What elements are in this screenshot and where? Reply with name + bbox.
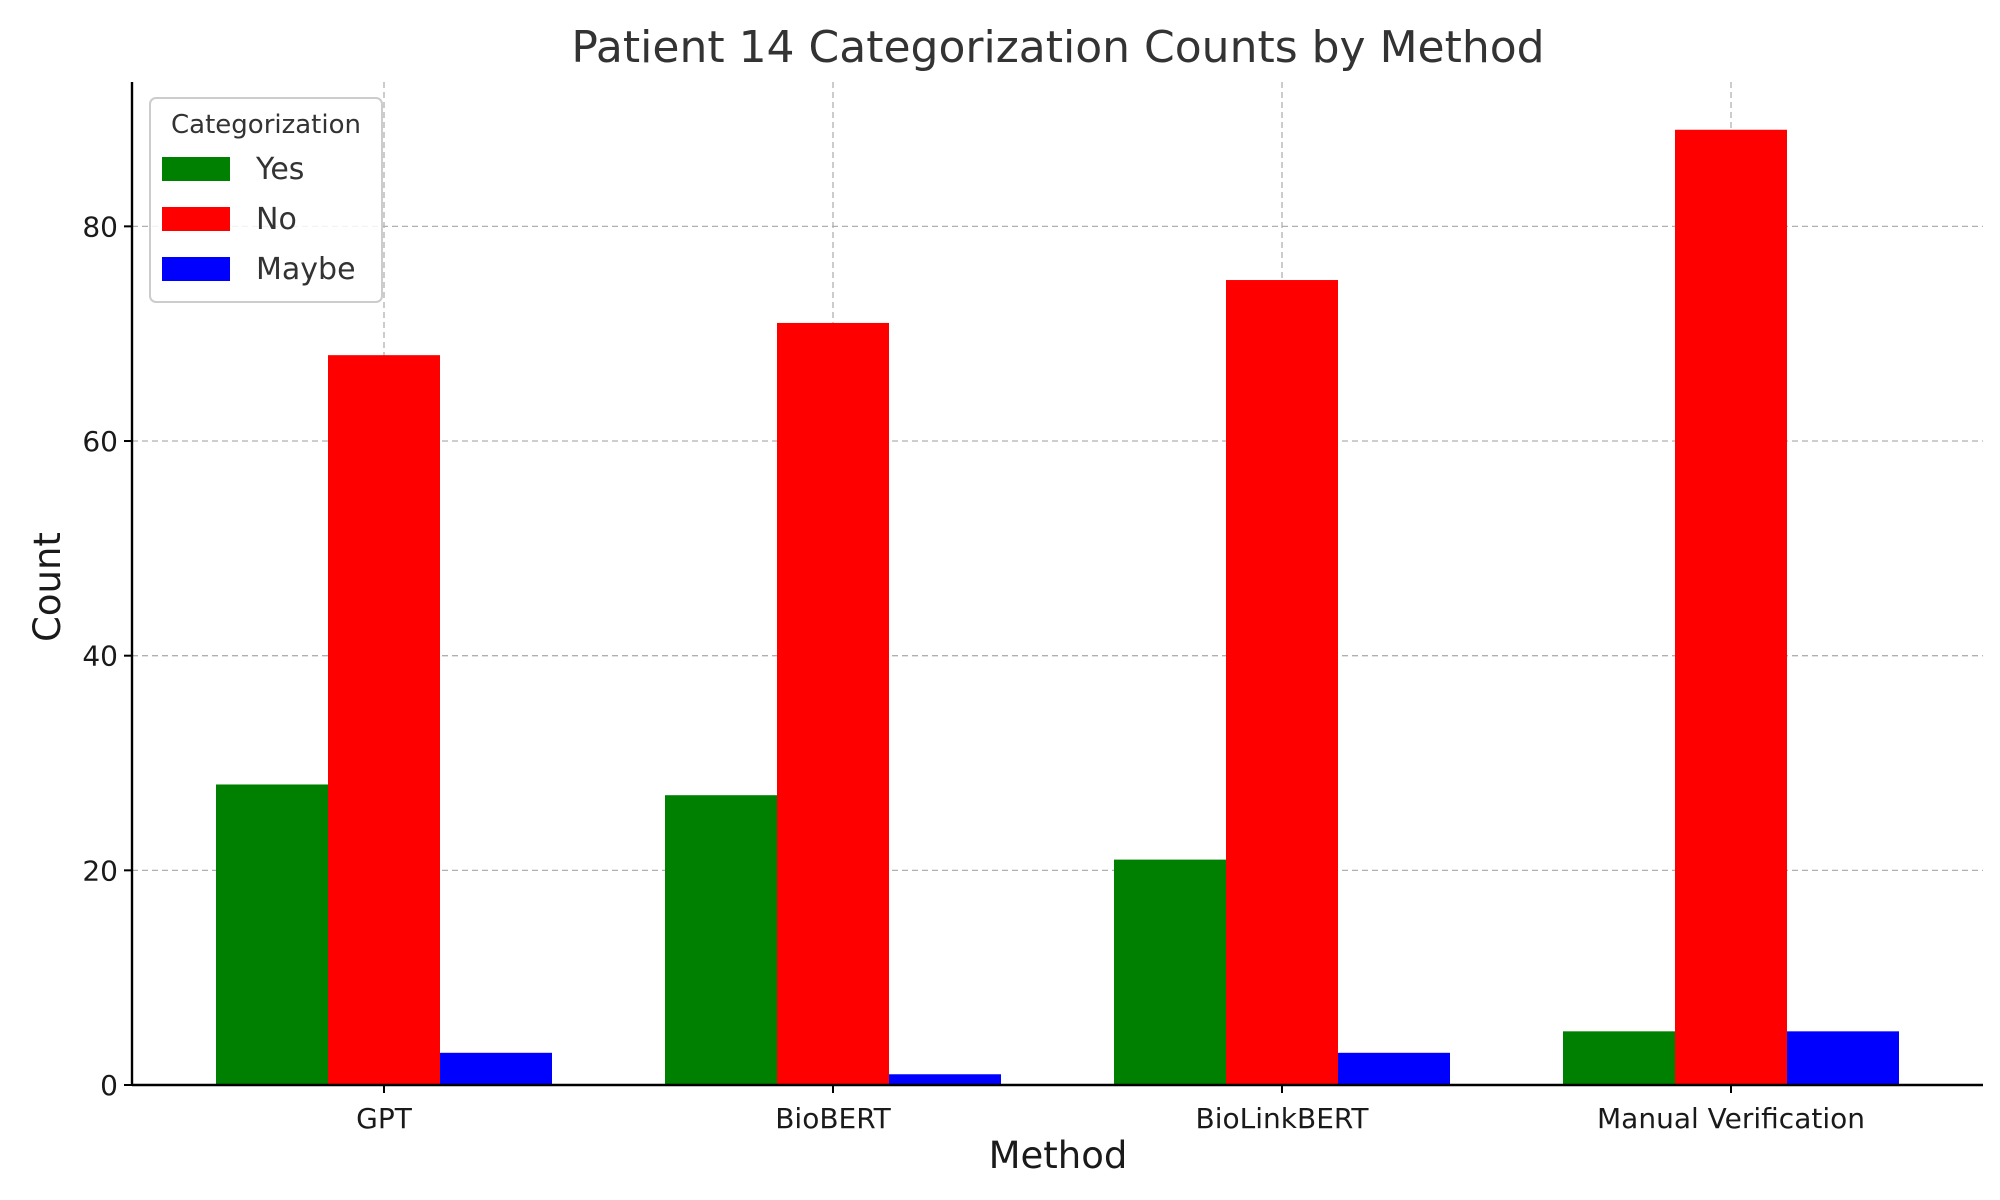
bar-no-biobert xyxy=(777,322,889,1085)
bar-yes-manual-verification xyxy=(1563,1031,1675,1085)
x-axis-label: Method xyxy=(989,1134,1128,1177)
bar-maybe-biobert xyxy=(889,1074,1001,1085)
chart-title: Patient 14 Categorization Counts by Meth… xyxy=(571,22,1544,73)
y-tick-label-20: 20 xyxy=(82,854,118,887)
x-tick-label-gpt: GPT xyxy=(356,1102,413,1135)
bar-yes-biobert xyxy=(665,795,777,1085)
x-tick-label-manual-verification: Manual Verification xyxy=(1597,1102,1865,1135)
legend-label-no: No xyxy=(256,202,297,237)
legend-title: Categorization xyxy=(171,110,361,140)
tick-labels: 0 20 40 60 80 GPT BioBERT BioLinkBERT Manual Ver… xyxy=(82,210,1865,1135)
legend-swatch-yes xyxy=(162,157,230,181)
bar-maybe-gpt xyxy=(440,1052,552,1085)
bar-no-manual-verification xyxy=(1675,129,1787,1085)
y-tick-label-0: 0 xyxy=(100,1069,118,1102)
y-tick-label-40: 40 xyxy=(82,640,118,673)
axes xyxy=(130,82,1983,1087)
y-tick-label-60: 60 xyxy=(82,425,118,458)
legend-items: Yes No Maybe xyxy=(162,152,356,287)
legend-label-maybe: Maybe xyxy=(256,252,356,287)
x-tick-label-biobert: BioBERT xyxy=(775,1102,891,1135)
y-tick-label-80: 80 xyxy=(82,210,118,243)
legend-swatch-maybe xyxy=(162,257,230,281)
legend-label-yes: Yes xyxy=(255,152,304,187)
bar-maybe-biolinkbert xyxy=(1338,1052,1450,1085)
bar-no-biolinkbert xyxy=(1226,280,1338,1086)
legend: Categorization Yes No Maybe xyxy=(149,97,383,303)
bar-yes-biolinkbert xyxy=(1114,859,1226,1085)
bars xyxy=(216,129,1899,1086)
bar-yes-gpt xyxy=(216,784,328,1085)
legend-frame xyxy=(149,97,383,303)
bar-no-gpt xyxy=(328,355,440,1085)
x-tick-label-biolinkbert: BioLinkBERT xyxy=(1196,1102,1370,1135)
bar-maybe-manual-verification xyxy=(1787,1031,1899,1085)
y-axis-label: Count xyxy=(26,532,69,642)
legend-swatch-no xyxy=(162,207,230,231)
